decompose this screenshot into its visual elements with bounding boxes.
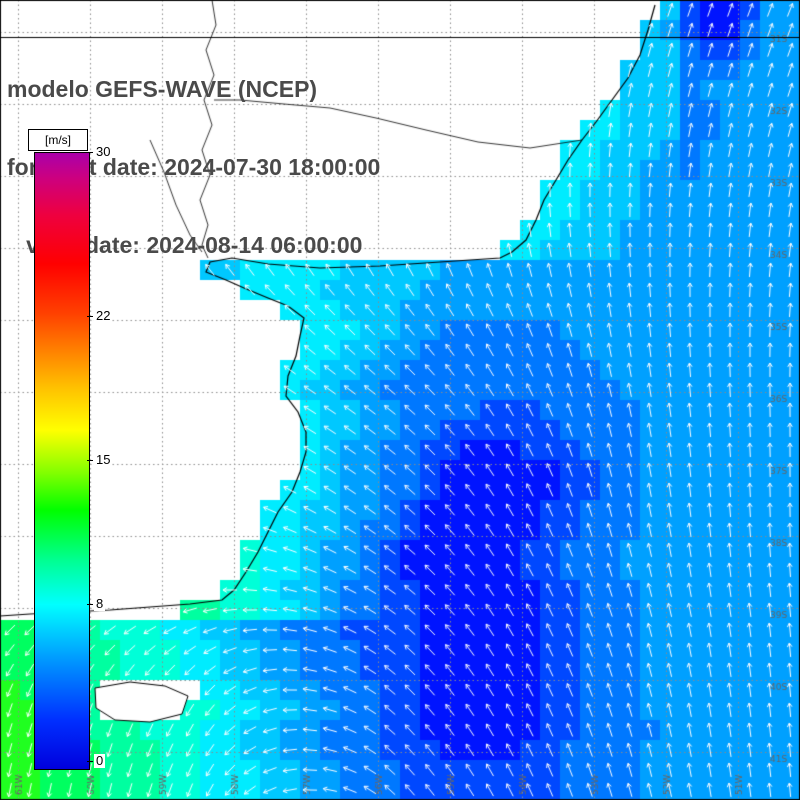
colorbar-label-30: 30 bbox=[86, 144, 113, 159]
colorbar-label-22: 22 bbox=[86, 308, 113, 323]
colorbar-label-0: 0 bbox=[86, 753, 106, 768]
colorbar-gradient bbox=[34, 152, 90, 770]
model-title: modelo GEFS-WAVE (NCEP) bbox=[7, 76, 318, 102]
colorbar-label-8: 8 bbox=[86, 596, 106, 611]
colorbar-label-15: 15 bbox=[86, 452, 113, 467]
colorbar-unit-label: [m/s] bbox=[28, 129, 88, 151]
